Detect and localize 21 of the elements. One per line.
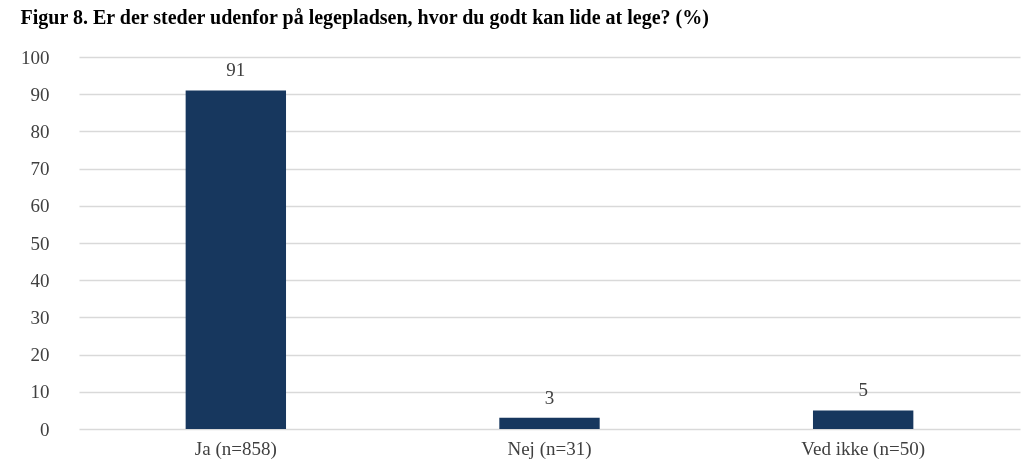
- bar: [185, 90, 287, 429]
- y-tick-label: 90: [30, 83, 50, 105]
- data-label: 91: [226, 59, 246, 81]
- y-tick-label: 80: [30, 120, 50, 142]
- y-tick-label: 40: [30, 269, 50, 291]
- bar: [499, 417, 600, 429]
- x-tick-label: Ja (n=858): [194, 437, 277, 460]
- bar: [812, 410, 914, 429]
- data-label: 3: [544, 386, 555, 408]
- y-tick-label: 60: [30, 195, 50, 217]
- y-tick-label: 70: [30, 158, 50, 180]
- x-tick-label: Nej (n=31): [507, 437, 592, 460]
- x-tick-label: Ved ikke (n=50): [801, 437, 925, 460]
- y-tick-label: 0: [40, 418, 50, 440]
- y-tick-label: 10: [30, 381, 50, 403]
- y-tick-label: 20: [30, 344, 50, 366]
- y-tick-label: 50: [30, 232, 50, 254]
- y-tick-label: 100: [21, 46, 50, 68]
- y-tick-label: 30: [30, 306, 50, 328]
- data-label: 5: [858, 379, 868, 401]
- chart-title: Figur 8. Er der steder udenfor på legepladsen, hvor du godt kan lide at lege? (%): [20, 6, 709, 29]
